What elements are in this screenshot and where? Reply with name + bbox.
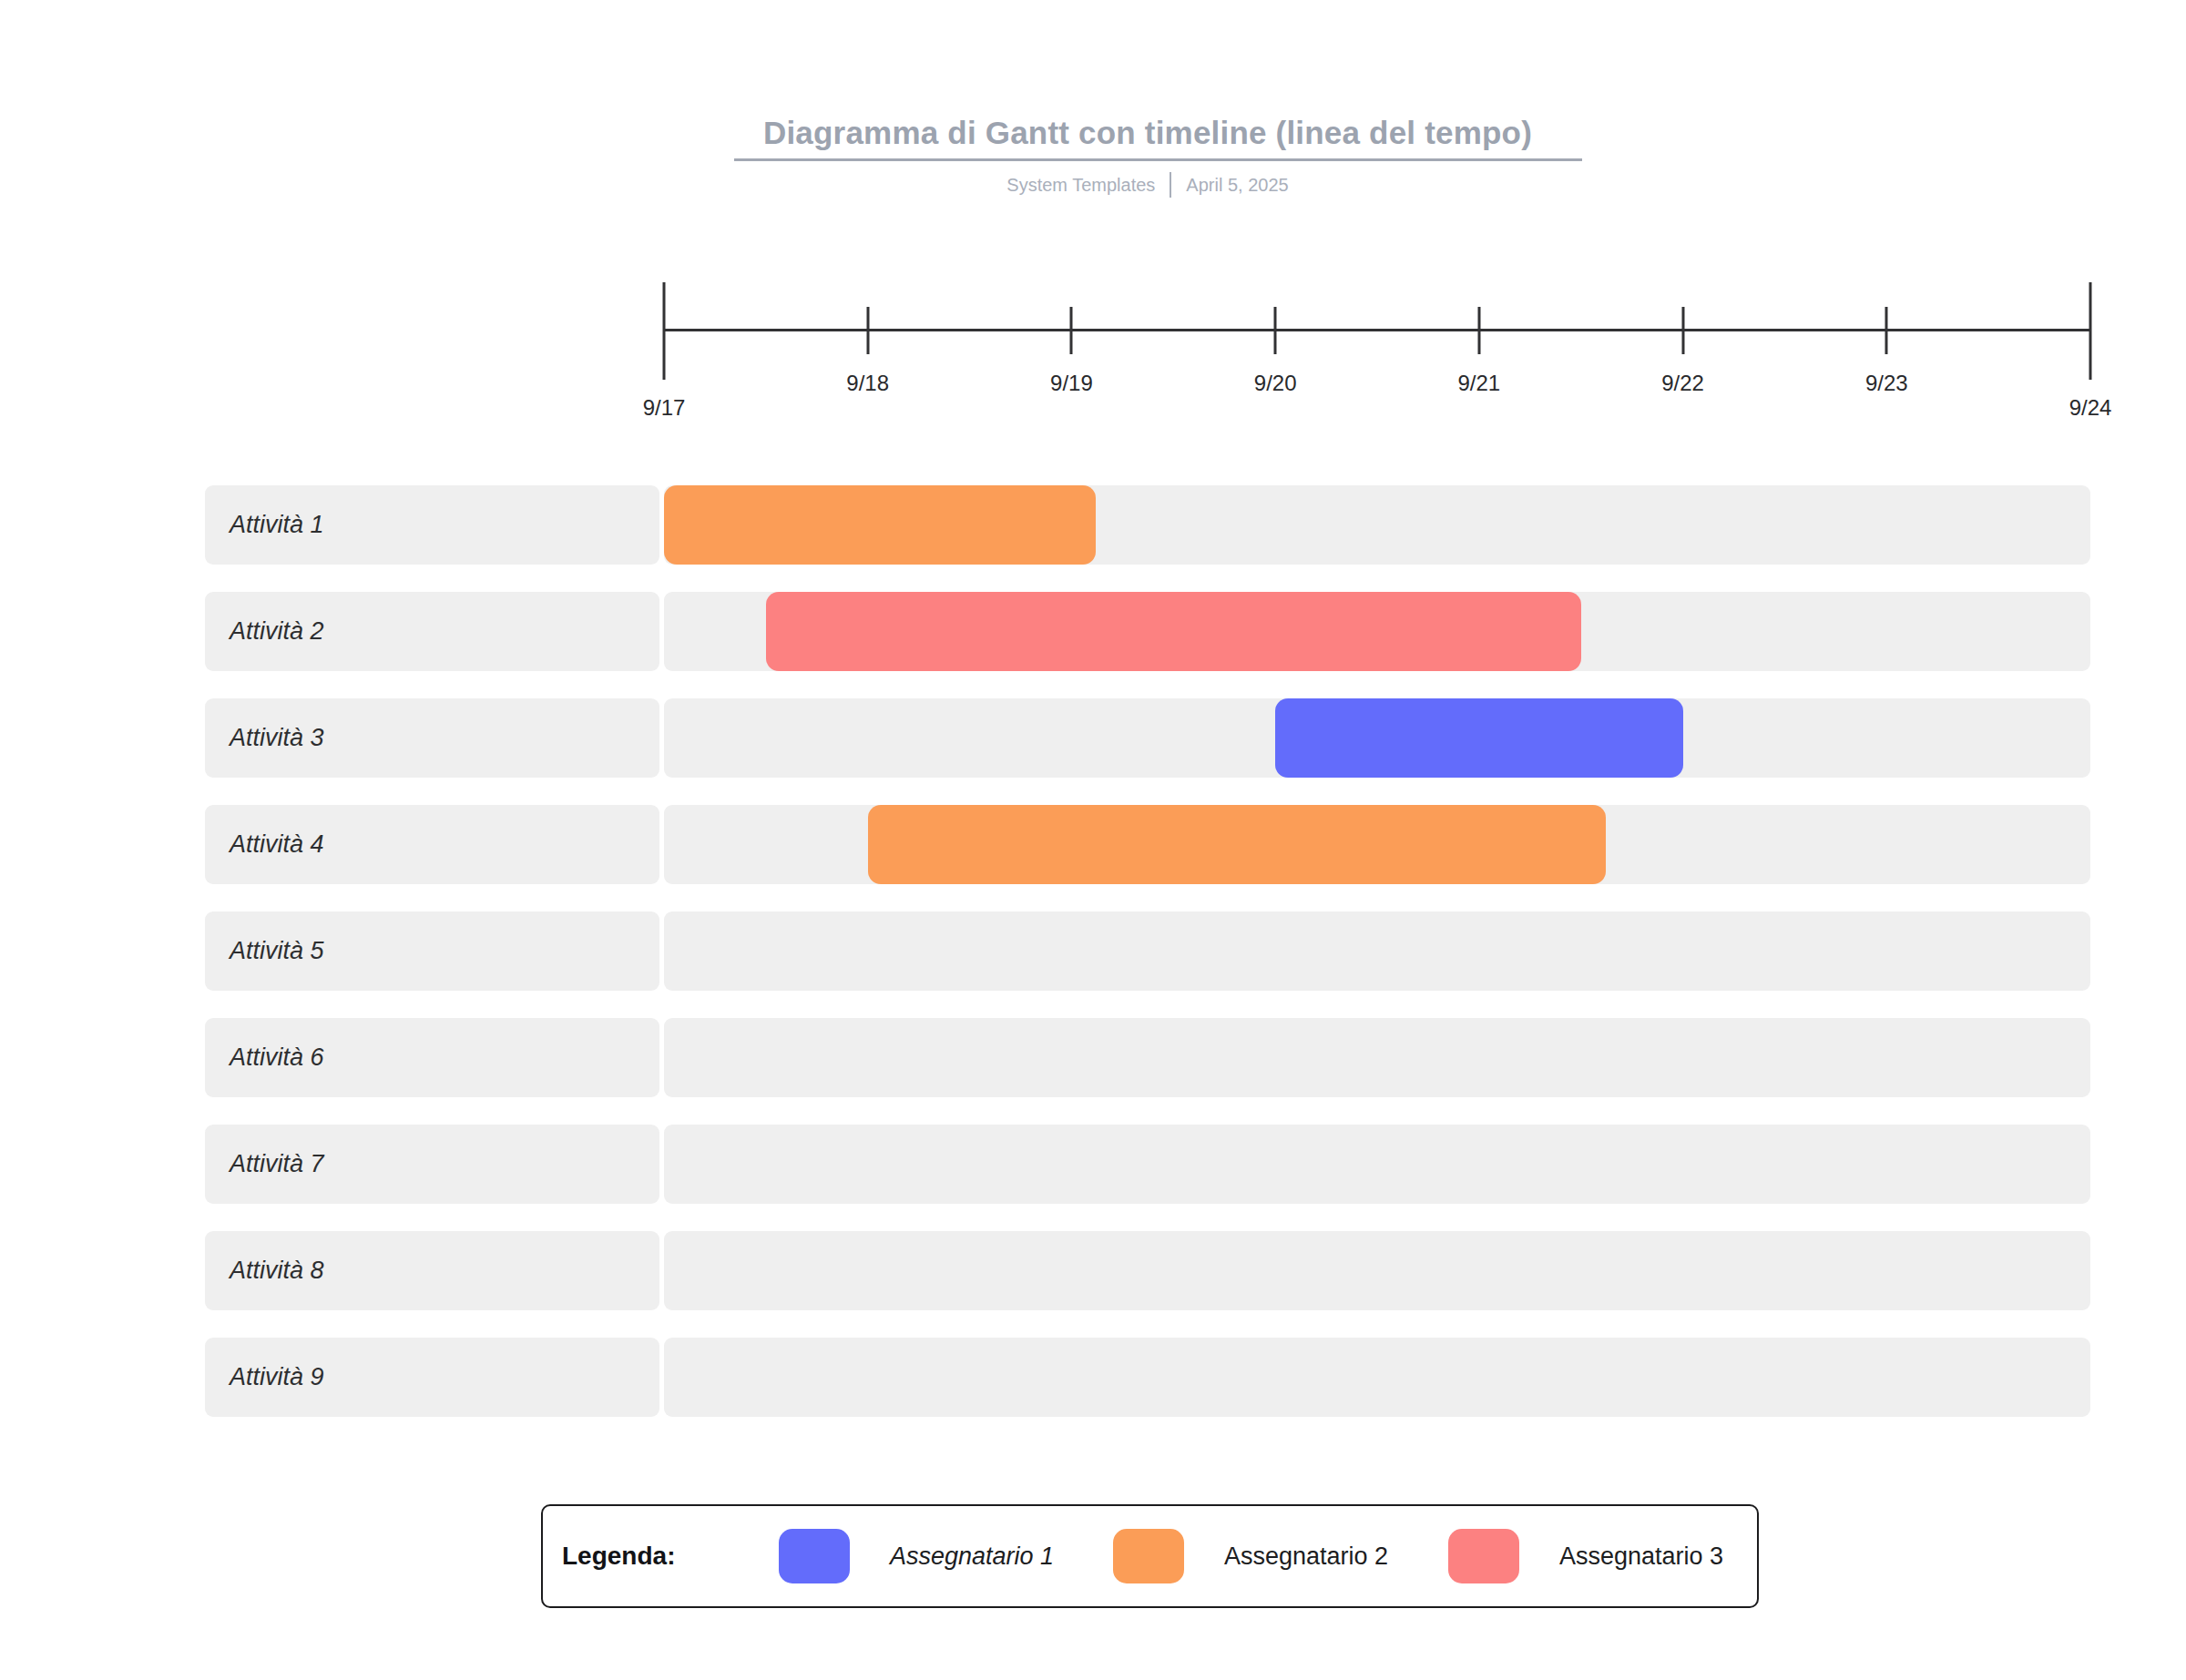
legend-swatch xyxy=(1113,1529,1184,1583)
gantt-rows: Attività 1 Attività 2 Attività 3 Attività 4… xyxy=(205,485,2090,1444)
task-label: Attività 8 xyxy=(205,1231,659,1310)
axis-tick xyxy=(1070,307,1073,354)
task-timeline-track xyxy=(664,1018,2090,1097)
task-timeline-track xyxy=(664,1231,2090,1310)
axis-tick xyxy=(663,282,666,380)
legend-item-label: Assegnatario 2 xyxy=(1224,1543,1388,1571)
legend: Legenda: Assegnatario 1 Assegnatario 2 Ass… xyxy=(541,1504,1759,1608)
task-label: Attività 4 xyxy=(205,805,659,884)
axis-tick-label: 9/21 xyxy=(1457,371,1500,396)
task-label-text: Attività 8 xyxy=(205,1257,324,1285)
task-timeline-track xyxy=(664,1338,2090,1417)
task-label: Attività 3 xyxy=(205,698,659,778)
task-label: Attività 2 xyxy=(205,592,659,671)
task-timeline-track xyxy=(664,1125,2090,1204)
task-label: Attività 6 xyxy=(205,1018,659,1097)
task-label-text: Attività 5 xyxy=(205,937,324,965)
axis-tick xyxy=(1274,307,1277,354)
subtitle-source: System Templates xyxy=(1006,175,1155,196)
task-label-text: Attività 9 xyxy=(205,1363,324,1391)
task-label-text: Attività 4 xyxy=(205,830,324,859)
axis-tick xyxy=(1477,307,1480,354)
axis-tick xyxy=(1885,307,1888,354)
legend-swatch xyxy=(1448,1529,1519,1583)
task-timeline-track xyxy=(664,698,2090,778)
gantt-row: Attività 3 xyxy=(205,698,2090,778)
gantt-row: Attività 1 xyxy=(205,485,2090,565)
legend-heading: Legenda: xyxy=(562,1506,675,1606)
timeline-axis-line xyxy=(664,329,2090,331)
legend-item-label: Assegnatario 3 xyxy=(1559,1543,1723,1571)
task-timeline-track xyxy=(664,485,2090,565)
gantt-row: Attività 9 xyxy=(205,1338,2090,1417)
task-bar xyxy=(1275,698,1682,778)
legend-item: Assegnatario 3 xyxy=(1448,1506,1723,1606)
gantt-row: Attività 5 xyxy=(205,911,2090,991)
task-bar xyxy=(766,592,1581,671)
subtitle: System Templates April 5, 2025 xyxy=(205,170,2090,199)
task-bar xyxy=(868,805,1606,884)
gantt-template-page: Diagramma di Gantt con timeline (linea d… xyxy=(0,0,2186,1680)
legend-swatch xyxy=(779,1529,850,1583)
task-label-text: Attività 6 xyxy=(205,1044,324,1072)
task-label-text: Attività 2 xyxy=(205,617,324,646)
page-title: Diagramma di Gantt con timeline (linea d… xyxy=(205,115,2090,151)
subtitle-divider xyxy=(1170,172,1171,198)
axis-tick xyxy=(2089,282,2092,380)
gantt-row: Attività 7 xyxy=(205,1125,2090,1204)
axis-tick xyxy=(866,307,869,354)
axis-tick-label: 9/22 xyxy=(1661,371,1704,396)
gantt-row: Attività 8 xyxy=(205,1231,2090,1310)
subtitle-date: April 5, 2025 xyxy=(1186,175,1288,196)
title-underline xyxy=(734,158,1582,161)
task-label-text: Attività 1 xyxy=(205,511,324,539)
task-timeline-track xyxy=(664,592,2090,671)
task-label: Attività 1 xyxy=(205,485,659,565)
legend-item: Assegnatario 2 xyxy=(1113,1506,1388,1606)
gantt-row: Attività 6 xyxy=(205,1018,2090,1097)
gantt-row: Attività 4 xyxy=(205,805,2090,884)
task-timeline-track xyxy=(664,805,2090,884)
axis-tick-label: 9/24 xyxy=(2069,395,2112,421)
task-label: Attività 9 xyxy=(205,1338,659,1417)
task-timeline-track xyxy=(664,911,2090,991)
axis-tick-label: 9/18 xyxy=(846,371,889,396)
axis-tick-label: 9/20 xyxy=(1254,371,1297,396)
legend-item: Assegnatario 1 xyxy=(779,1506,1054,1606)
axis-tick xyxy=(1681,307,1684,354)
task-label: Attività 7 xyxy=(205,1125,659,1204)
task-bar xyxy=(664,485,1096,565)
legend-item-label: Assegnatario 1 xyxy=(890,1543,1054,1571)
axis-tick-label: 9/17 xyxy=(643,395,686,421)
axis-tick-label: 9/23 xyxy=(1865,371,1908,396)
task-label-text: Attività 7 xyxy=(205,1150,324,1178)
gantt-row: Attività 2 xyxy=(205,592,2090,671)
task-label-text: Attività 3 xyxy=(205,724,324,752)
timeline-axis: 9/179/189/199/209/219/229/239/24 xyxy=(664,273,2090,428)
axis-tick-label: 9/19 xyxy=(1050,371,1093,396)
task-label: Attività 5 xyxy=(205,911,659,991)
